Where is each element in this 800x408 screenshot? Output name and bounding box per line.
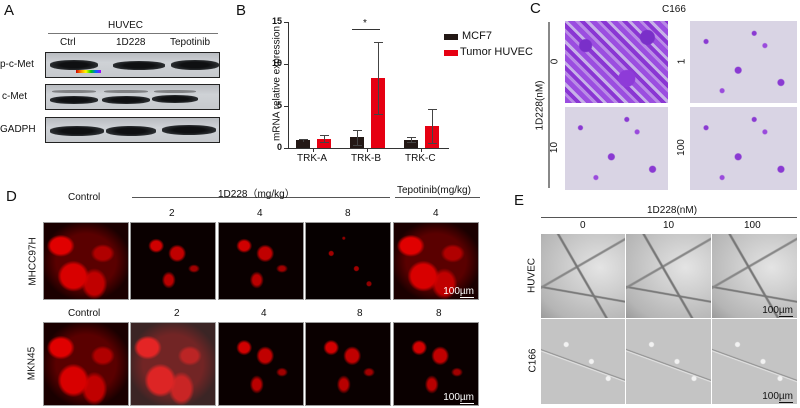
- transwell-image-100nm: [690, 107, 797, 190]
- lane-label-tepotinib: Tepotinib: [170, 37, 211, 48]
- dose-header-2: 2: [169, 208, 175, 219]
- y-tick-0: 0: [276, 142, 282, 152]
- mkn45-tepotinib-8mg-image: 100µm: [393, 322, 479, 406]
- blot-row-label-c-met: c-Met: [2, 91, 27, 102]
- cell-line-label-mhcc97h: MHCC97H: [27, 237, 39, 286]
- transwell-image-1nm: [690, 21, 797, 103]
- row2-header-8: 8: [357, 308, 363, 319]
- panel-e-dose-0: 0: [580, 220, 586, 231]
- panel-d-control-header: Control: [68, 192, 101, 203]
- row2-header-tepotinib-8: 8: [436, 308, 442, 319]
- row-label-c166: C166: [527, 348, 539, 373]
- panel-a-group-line: [48, 33, 218, 34]
- panel-e-dose-10: 10: [663, 220, 675, 231]
- legend-label-mcf7: MCF7: [462, 30, 492, 42]
- dose-label-1: 1: [676, 58, 688, 65]
- panel-label-e: E: [514, 192, 525, 209]
- mhcc97h-4mg-image: [218, 222, 304, 300]
- panel-a-group-label: HUVEC: [108, 20, 144, 31]
- panel-e-drug-header: 1D228(nM): [647, 205, 698, 216]
- scale-bar-e-row1: 100µm: [762, 305, 793, 317]
- row2-header-4: 4: [261, 308, 267, 319]
- panel-d-drug-line: [132, 197, 390, 198]
- dose-header-4: 4: [257, 208, 263, 219]
- chart-y-axis: [288, 22, 289, 149]
- lane-label-ctrl: Ctrl: [60, 37, 76, 48]
- transwell-image-0nm: [565, 21, 668, 103]
- y-tick-10: 10: [271, 58, 282, 68]
- scale-bar-d-row2: 100µm: [443, 392, 474, 404]
- c166-100nm-image: 100µm: [712, 319, 798, 405]
- blot-row-label-gadph: GADPH: [0, 124, 36, 135]
- panel-e-dose-100: 100: [744, 220, 761, 231]
- panel-d-tepotinib-header: Tepotinib(mg/kg): [397, 185, 471, 196]
- blot-gadph: [45, 117, 220, 143]
- lane-label-1d228: 1D228: [116, 37, 146, 48]
- x-tick-trk-b: TRK-B: [351, 153, 381, 164]
- significance-star: *: [363, 18, 367, 29]
- legend-label-tumor-huvec: Tumor HUVEC: [460, 46, 533, 58]
- transwell-image-10nm: [565, 107, 668, 190]
- legend-swatch-tumor-huvec: [444, 50, 458, 56]
- panel-label-a: A: [4, 2, 15, 19]
- mkn45-4mg-image: [218, 322, 304, 406]
- panel-c-side-label: 1D228(nM): [534, 80, 546, 131]
- blot-c-met: [45, 84, 220, 110]
- mhcc97h-8mg-image: [305, 222, 391, 300]
- mkn45-2mg-image: [130, 322, 216, 406]
- y-tick-5: 5: [276, 100, 282, 110]
- row2-header-2: 2: [174, 308, 180, 319]
- dose-label-100: 100: [675, 139, 687, 156]
- panel-c-title: C166: [662, 4, 686, 15]
- row-label-huvec: HUVEC: [526, 258, 538, 294]
- chart-x-axis: [288, 148, 449, 149]
- y-tick-15: 15: [271, 16, 282, 26]
- dose-header-tepotinib-4: 4: [433, 208, 439, 219]
- dose-header-8: 8: [345, 208, 351, 219]
- bar-trk-a-mcf7: [296, 140, 310, 148]
- mhcc97h-tepotinib-4mg-image: 100µm: [393, 222, 479, 300]
- x-tick-trk-c: TRK-C: [405, 153, 436, 164]
- panel-label-c: C: [530, 0, 541, 17]
- scale-bar-d-row1: 100µm: [443, 286, 474, 298]
- c166-10nm-image: [626, 319, 712, 405]
- significance-line: [352, 29, 380, 30]
- scale-bar-e-row2: 100µm: [762, 391, 793, 403]
- panel-label-d: D: [6, 188, 17, 205]
- panel-label-b: B: [236, 2, 247, 19]
- mhcc97h-2mg-image: [130, 222, 216, 300]
- bar-trk-c-mcf7: [404, 140, 418, 148]
- panel-d-drug-header: 1D228（mg/kg）: [218, 189, 295, 200]
- blot-row-label-p-c-met: p-c-Met: [0, 59, 34, 70]
- dose-label-0: 0: [549, 58, 561, 65]
- chart-y-axis-label: mRNA relative expression: [271, 25, 283, 142]
- mkn45-8mg-image: [305, 322, 391, 406]
- mkn45-control-image: [43, 322, 129, 406]
- row2-header-control: Control: [68, 308, 101, 319]
- mhcc97h-control-image: [43, 222, 129, 300]
- dose-label-10: 10: [549, 141, 561, 154]
- c166-0nm-image: [541, 319, 626, 405]
- saturation-artifact: [76, 70, 101, 73]
- huvec-100nm-image: 100µm: [712, 234, 798, 319]
- panel-c-side-bar: [548, 22, 550, 188]
- panel-d-tepotinib-line: [395, 197, 480, 198]
- x-tick-trk-a: TRK-A: [297, 153, 327, 164]
- cell-line-label-mkn45: MKN45: [26, 346, 38, 381]
- bar-trk-a-huvec: [317, 139, 331, 148]
- legend-swatch-mcf7: [444, 34, 458, 40]
- huvec-0nm-image: [541, 234, 626, 319]
- huvec-10nm-image: [626, 234, 712, 319]
- panel-e-drug-line: [541, 217, 797, 218]
- blot-p-c-met: [45, 52, 220, 78]
